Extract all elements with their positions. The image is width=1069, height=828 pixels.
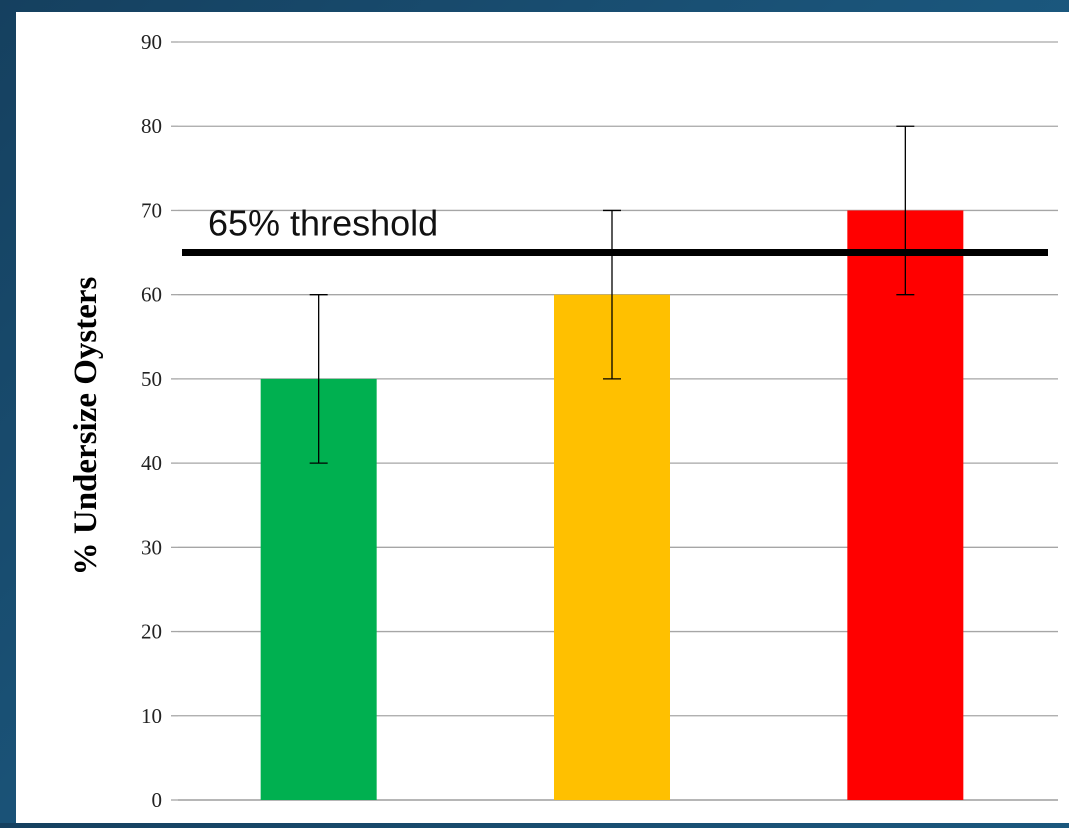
y-tick-label: 80	[141, 114, 162, 138]
y-tick-label: 70	[141, 198, 162, 222]
y-tick-label: 40	[141, 451, 162, 475]
threshold-label: 65% threshold	[208, 203, 438, 244]
error-bars	[309, 125, 915, 464]
threshold-group: 65% threshold	[182, 203, 1048, 257]
y-tick-label: 0	[152, 788, 163, 812]
y-axis-label: % Undersize Oysters	[68, 276, 104, 575]
bar	[847, 210, 964, 800]
bars	[260, 210, 964, 800]
y-tick-label: 30	[141, 535, 162, 559]
y-tick-label: 90	[141, 30, 162, 54]
y-tick-label: 10	[141, 704, 162, 728]
y-tick-label: 60	[141, 283, 162, 307]
y-tick-label: 20	[141, 620, 162, 644]
y-tick-label: 50	[141, 367, 162, 391]
y-axis-ticks: 0 10 20 30 40 50 60 70 80 90	[141, 30, 178, 812]
